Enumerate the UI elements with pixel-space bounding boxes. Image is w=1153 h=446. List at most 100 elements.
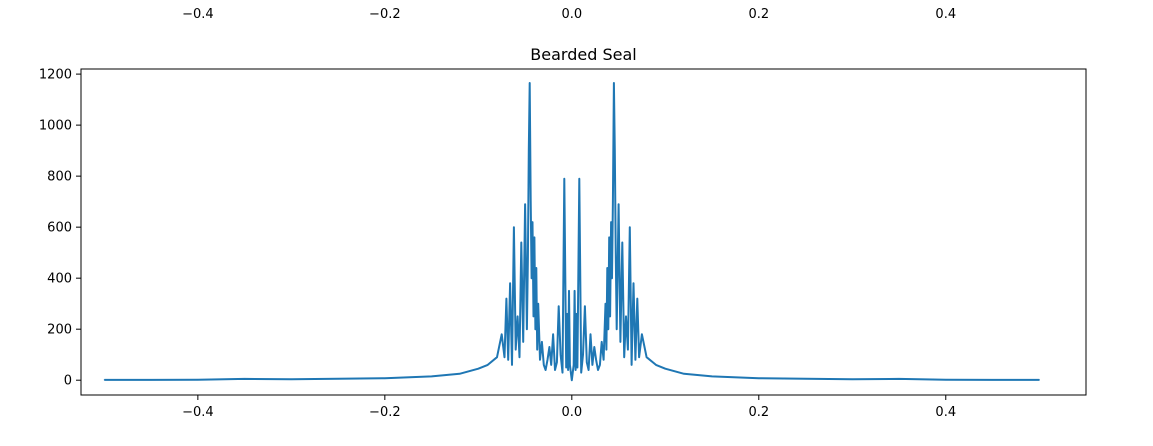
data-point <box>601 341 603 343</box>
data-point <box>586 361 588 363</box>
data-point <box>539 359 541 361</box>
data-point <box>664 368 666 370</box>
data-point <box>627 349 629 351</box>
data-point <box>591 364 594 366</box>
x-tick-label: 0.2 <box>748 405 769 420</box>
data-point <box>641 333 643 335</box>
x-tick-label: −0.4 <box>182 405 214 420</box>
data-point <box>584 305 586 307</box>
data-point <box>655 364 657 366</box>
y-tick-label: 0 <box>64 374 72 389</box>
data-point <box>618 203 620 205</box>
data-point <box>290 378 292 380</box>
data-point <box>573 364 575 366</box>
data-point <box>507 359 509 361</box>
top-x-tick-label: 0.0 <box>561 7 582 22</box>
data-point <box>604 303 607 305</box>
data-point <box>563 178 565 180</box>
data-point <box>530 201 532 203</box>
top-x-tick-label: 0.4 <box>935 7 956 22</box>
data-point <box>609 315 611 317</box>
data-point <box>477 368 479 370</box>
data-point <box>711 375 713 377</box>
data-point <box>991 379 994 381</box>
data-point <box>610 221 612 223</box>
data-point <box>533 236 536 238</box>
top-subplot-x-tick-labels: −0.4 −0.2 0.0 0.2 0.4 <box>182 7 956 22</box>
data-point <box>566 313 568 315</box>
data-point <box>578 178 580 180</box>
data-point <box>634 359 637 361</box>
plot-frame <box>80 68 1087 396</box>
data-point <box>574 290 576 292</box>
data-point <box>804 378 807 380</box>
data-point <box>536 349 538 351</box>
x-axis-ticks: −0.4 −0.2 0.0 0.2 0.4 <box>182 395 956 420</box>
data-point <box>575 313 578 315</box>
data-point <box>528 150 530 152</box>
data-point <box>150 379 152 381</box>
data-point <box>560 354 562 356</box>
data-point <box>561 372 564 374</box>
data-point <box>612 201 614 203</box>
data-point <box>646 356 648 358</box>
x-tick-label: −0.2 <box>369 405 401 420</box>
data-point <box>599 364 601 366</box>
data-point <box>520 241 522 244</box>
data-point <box>532 315 535 317</box>
data-point <box>580 372 582 374</box>
data-point <box>496 356 498 358</box>
data-point <box>524 203 526 205</box>
data-point <box>589 333 592 335</box>
top-x-tick-label: −0.2 <box>369 7 401 22</box>
data-point <box>556 361 558 363</box>
data-point <box>515 349 517 351</box>
data-point <box>568 290 570 292</box>
data-point <box>636 298 638 300</box>
data-point <box>569 364 571 366</box>
data-point <box>631 364 633 366</box>
data-point <box>575 369 577 371</box>
data-point <box>535 267 537 269</box>
data-point <box>548 346 551 348</box>
data-point <box>571 379 573 381</box>
data-point <box>1038 379 1040 381</box>
data-point <box>607 328 609 330</box>
data-point <box>683 373 685 375</box>
data-point <box>611 277 613 279</box>
data-point <box>518 356 521 358</box>
data-point <box>616 328 618 330</box>
data-point <box>606 267 608 269</box>
top-x-tick-label: 0.2 <box>748 7 769 22</box>
data-point <box>565 366 567 369</box>
data-point <box>632 282 635 284</box>
series-line <box>104 82 1040 382</box>
y-tick-label: 200 <box>47 323 72 338</box>
data-point <box>619 341 622 343</box>
data-point <box>621 241 623 244</box>
data-point <box>588 369 590 371</box>
chart-title: Bearded Seal <box>530 45 636 64</box>
y-axis-ticks: 0 200 400 600 800 1000 1200 <box>39 68 81 389</box>
data-point <box>513 226 515 228</box>
data-point <box>582 354 584 356</box>
y-tick-label: 1200 <box>39 68 72 83</box>
top-x-tick-label: −0.4 <box>182 7 214 22</box>
data-point <box>531 277 533 279</box>
data-point <box>103 379 105 381</box>
data-point <box>526 328 528 330</box>
data-point <box>511 364 513 366</box>
data-point <box>608 236 610 238</box>
y-tick-label: 1000 <box>39 119 72 134</box>
data-point <box>503 356 506 358</box>
data-point <box>595 359 597 361</box>
data-point <box>550 364 552 366</box>
y-tick-label: 800 <box>47 170 72 185</box>
data-point <box>197 379 199 381</box>
data-point <box>554 369 556 371</box>
data-point <box>758 377 760 379</box>
data-point <box>531 221 534 223</box>
data-point <box>431 375 433 377</box>
data-point <box>851 378 853 380</box>
data-point <box>527 257 529 259</box>
